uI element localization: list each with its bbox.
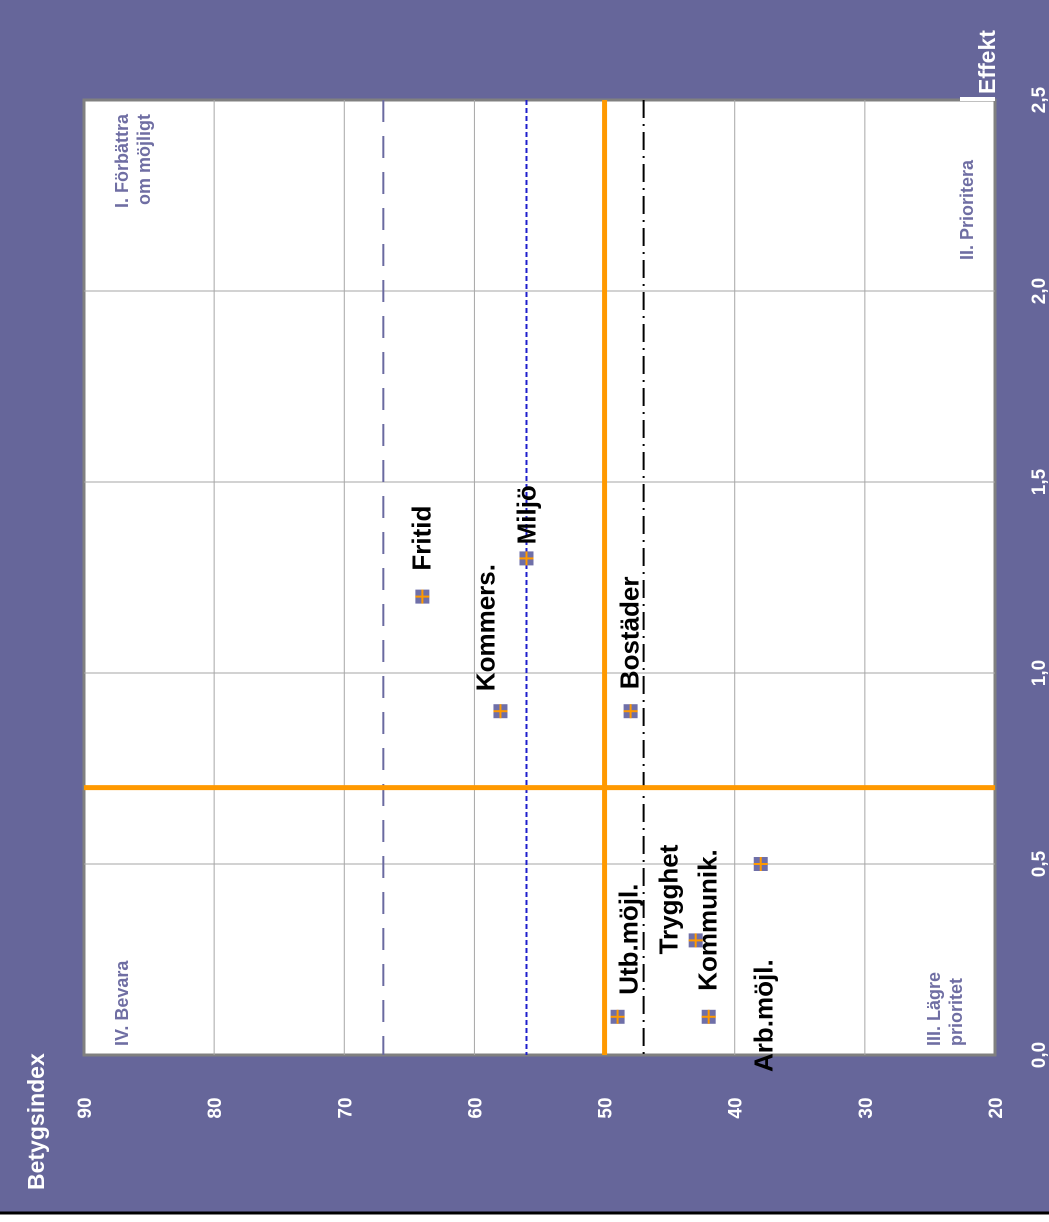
effekt-tick-0-5: 0,5 bbox=[1029, 850, 1049, 877]
point-label-kommers: Kommers. bbox=[470, 564, 500, 691]
point-label-trygghet: Trygghet bbox=[654, 844, 684, 954]
quadrant-label-3-line-2: prioritet bbox=[946, 978, 966, 1046]
index-tick-60: 60 bbox=[465, 1097, 486, 1118]
plot-area bbox=[82, 98, 997, 1057]
point-label-milj: Miljö bbox=[511, 485, 541, 544]
index-axis-title: Betygsindex bbox=[23, 1053, 49, 1190]
point-label-bostder: Bostäder bbox=[615, 576, 645, 689]
index-tick-70: 70 bbox=[335, 1097, 356, 1118]
index-tick-80: 80 bbox=[205, 1097, 226, 1118]
quadrant-label-3-line-1: III. Lägre bbox=[924, 972, 944, 1046]
quadrant-label-1-line-1: I. Förbättra bbox=[112, 113, 132, 208]
effekt-axis-title: Effekt bbox=[974, 30, 1000, 94]
reference-line-layer bbox=[84, 100, 995, 1055]
index-tick-50: 50 bbox=[596, 1097, 617, 1118]
effekt-tick-1-0: 1,0 bbox=[1029, 660, 1049, 686]
point-layer: Fritid Miljö Kommers. Bostäder Utb.möjl. Tryg… bbox=[406, 485, 778, 1072]
effekt-tick-1-5: 1,5 bbox=[1029, 468, 1049, 495]
index-tick-90: 90 bbox=[75, 1097, 96, 1118]
index-tick-40: 40 bbox=[726, 1097, 747, 1118]
grid-layer bbox=[84, 100, 995, 1055]
point-label-arbmjl: Arb.möjl. bbox=[749, 959, 779, 1072]
point-label-kommunik: Kommunik. bbox=[693, 849, 723, 991]
quadrant-label-4-line-1: IV. Bevara bbox=[112, 960, 132, 1046]
point-label-utbmjl: Utb.möjl. bbox=[614, 884, 644, 995]
tick-label-layer: 20 30 40 50 60 70 80 90 0,0 0,5 1,0 1,5 2,0 2,5 bbox=[75, 86, 1049, 1118]
axis-title-layer: Betygsindex Effekt bbox=[23, 30, 1000, 1190]
effekt-title-underline bbox=[960, 97, 995, 101]
quadrant-label-layer: I. Förbättra om möjligt II. Prioritera III.… bbox=[112, 113, 977, 1046]
effekt-tick-2-0: 2,0 bbox=[1029, 278, 1049, 304]
index-tick-30: 30 bbox=[856, 1097, 877, 1118]
quadrant-label-1-line-2: om möjligt bbox=[134, 114, 154, 205]
index-tick-20: 20 bbox=[986, 1097, 1007, 1118]
effekt-tick-2-5: 2,5 bbox=[1029, 86, 1049, 113]
effekt-tick-0-0: 0,0 bbox=[1029, 1042, 1049, 1068]
point-label-fritid: Fritid bbox=[406, 506, 436, 571]
quadrant-label-2-line-1: II. Prioritera bbox=[957, 159, 977, 260]
